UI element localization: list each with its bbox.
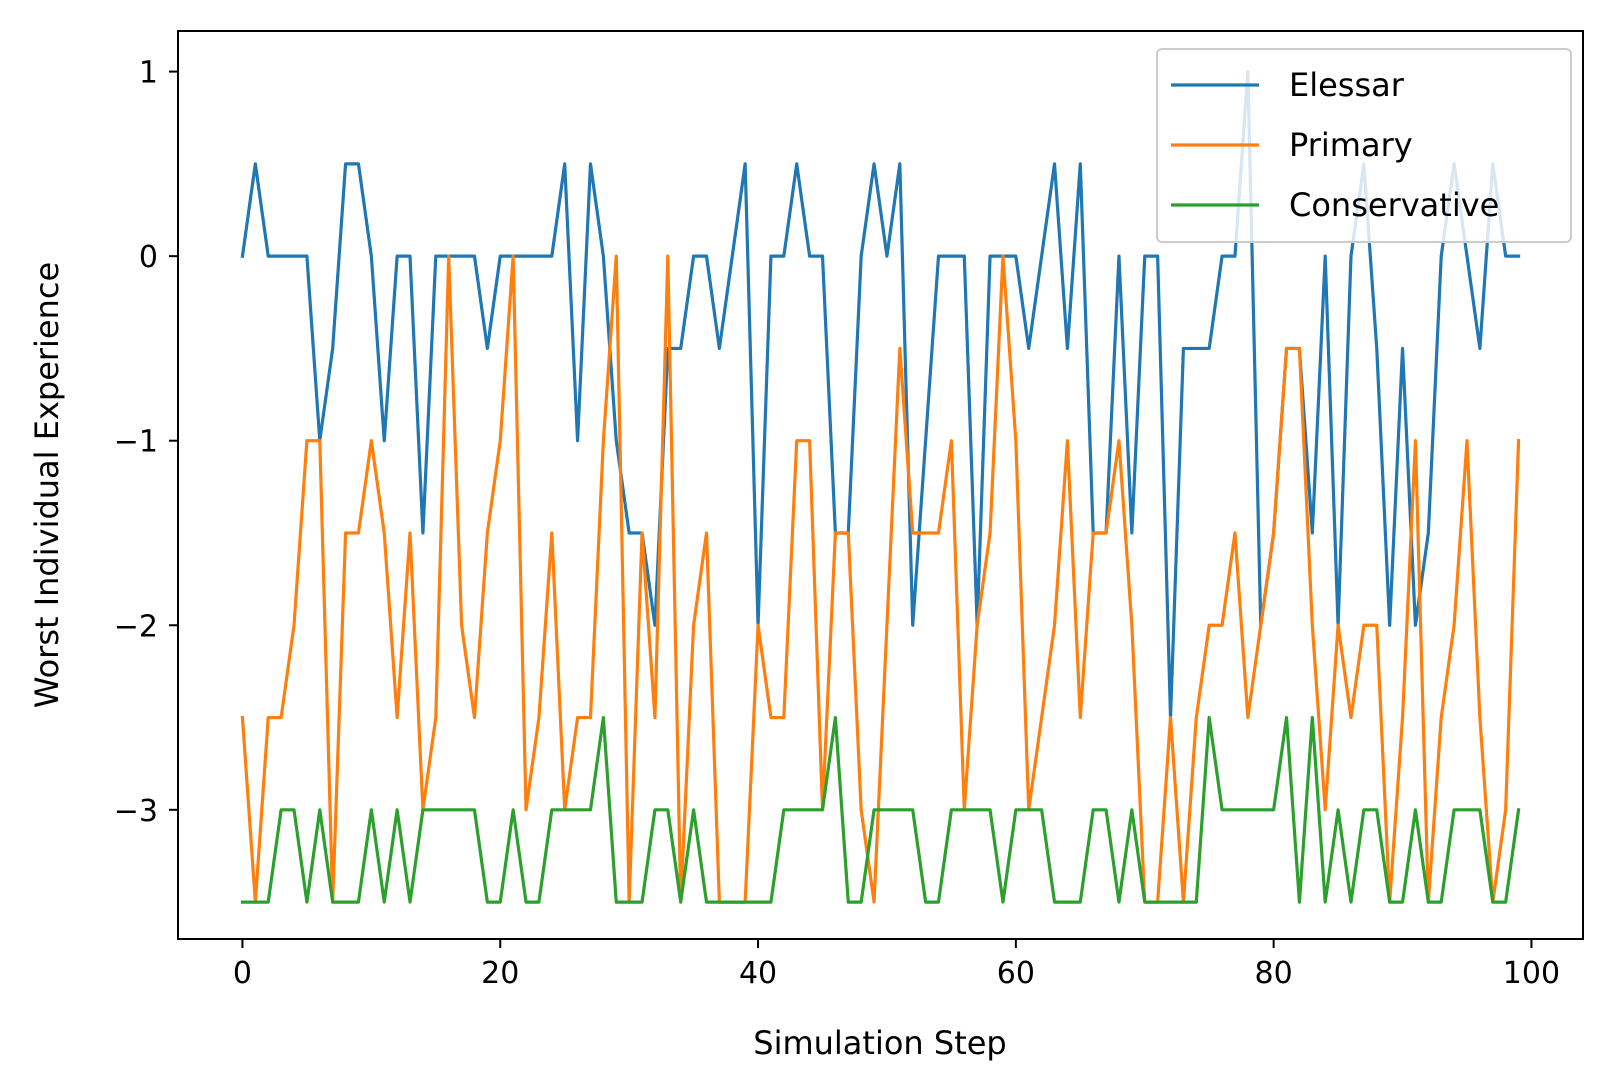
series-line-elessar (240, 69, 1521, 720)
x-tick-label: 100 (1503, 956, 1560, 991)
x-axis-label: Simulation Step (753, 1024, 1006, 1062)
x-tick-label: 80 (1255, 956, 1293, 991)
y-tick-label: −1 (114, 425, 158, 460)
y-tick-label: 1 (139, 56, 158, 91)
legend-label-elessar: Elessar (1289, 66, 1405, 104)
y-axis-label: Worst Individual Experience (28, 262, 66, 708)
series-line-conservative (240, 715, 1521, 904)
legend-box (1156, 48, 1572, 243)
y-axis: 1 0 −1 −2 −3 (114, 56, 178, 829)
x-axis: 0 20 40 60 80 100 (233, 939, 1560, 991)
series-line-primary (240, 254, 1521, 904)
y-tick-label: 0 (139, 240, 158, 275)
x-tick-label: 0 (233, 956, 252, 991)
x-tick-label: 20 (481, 956, 519, 991)
y-tick-label: −3 (114, 794, 158, 829)
x-tick-label: 60 (997, 956, 1035, 991)
legend-label-conservative: Conservative (1289, 186, 1499, 224)
legend: Elessar Primary Conservative (1156, 48, 1572, 243)
series-lines (240, 69, 1521, 904)
y-tick-label: −2 (114, 609, 158, 644)
plot-frame (177, 30, 1584, 940)
x-tick-label: 40 (739, 956, 777, 991)
legend-label-primary: Primary (1289, 126, 1413, 164)
